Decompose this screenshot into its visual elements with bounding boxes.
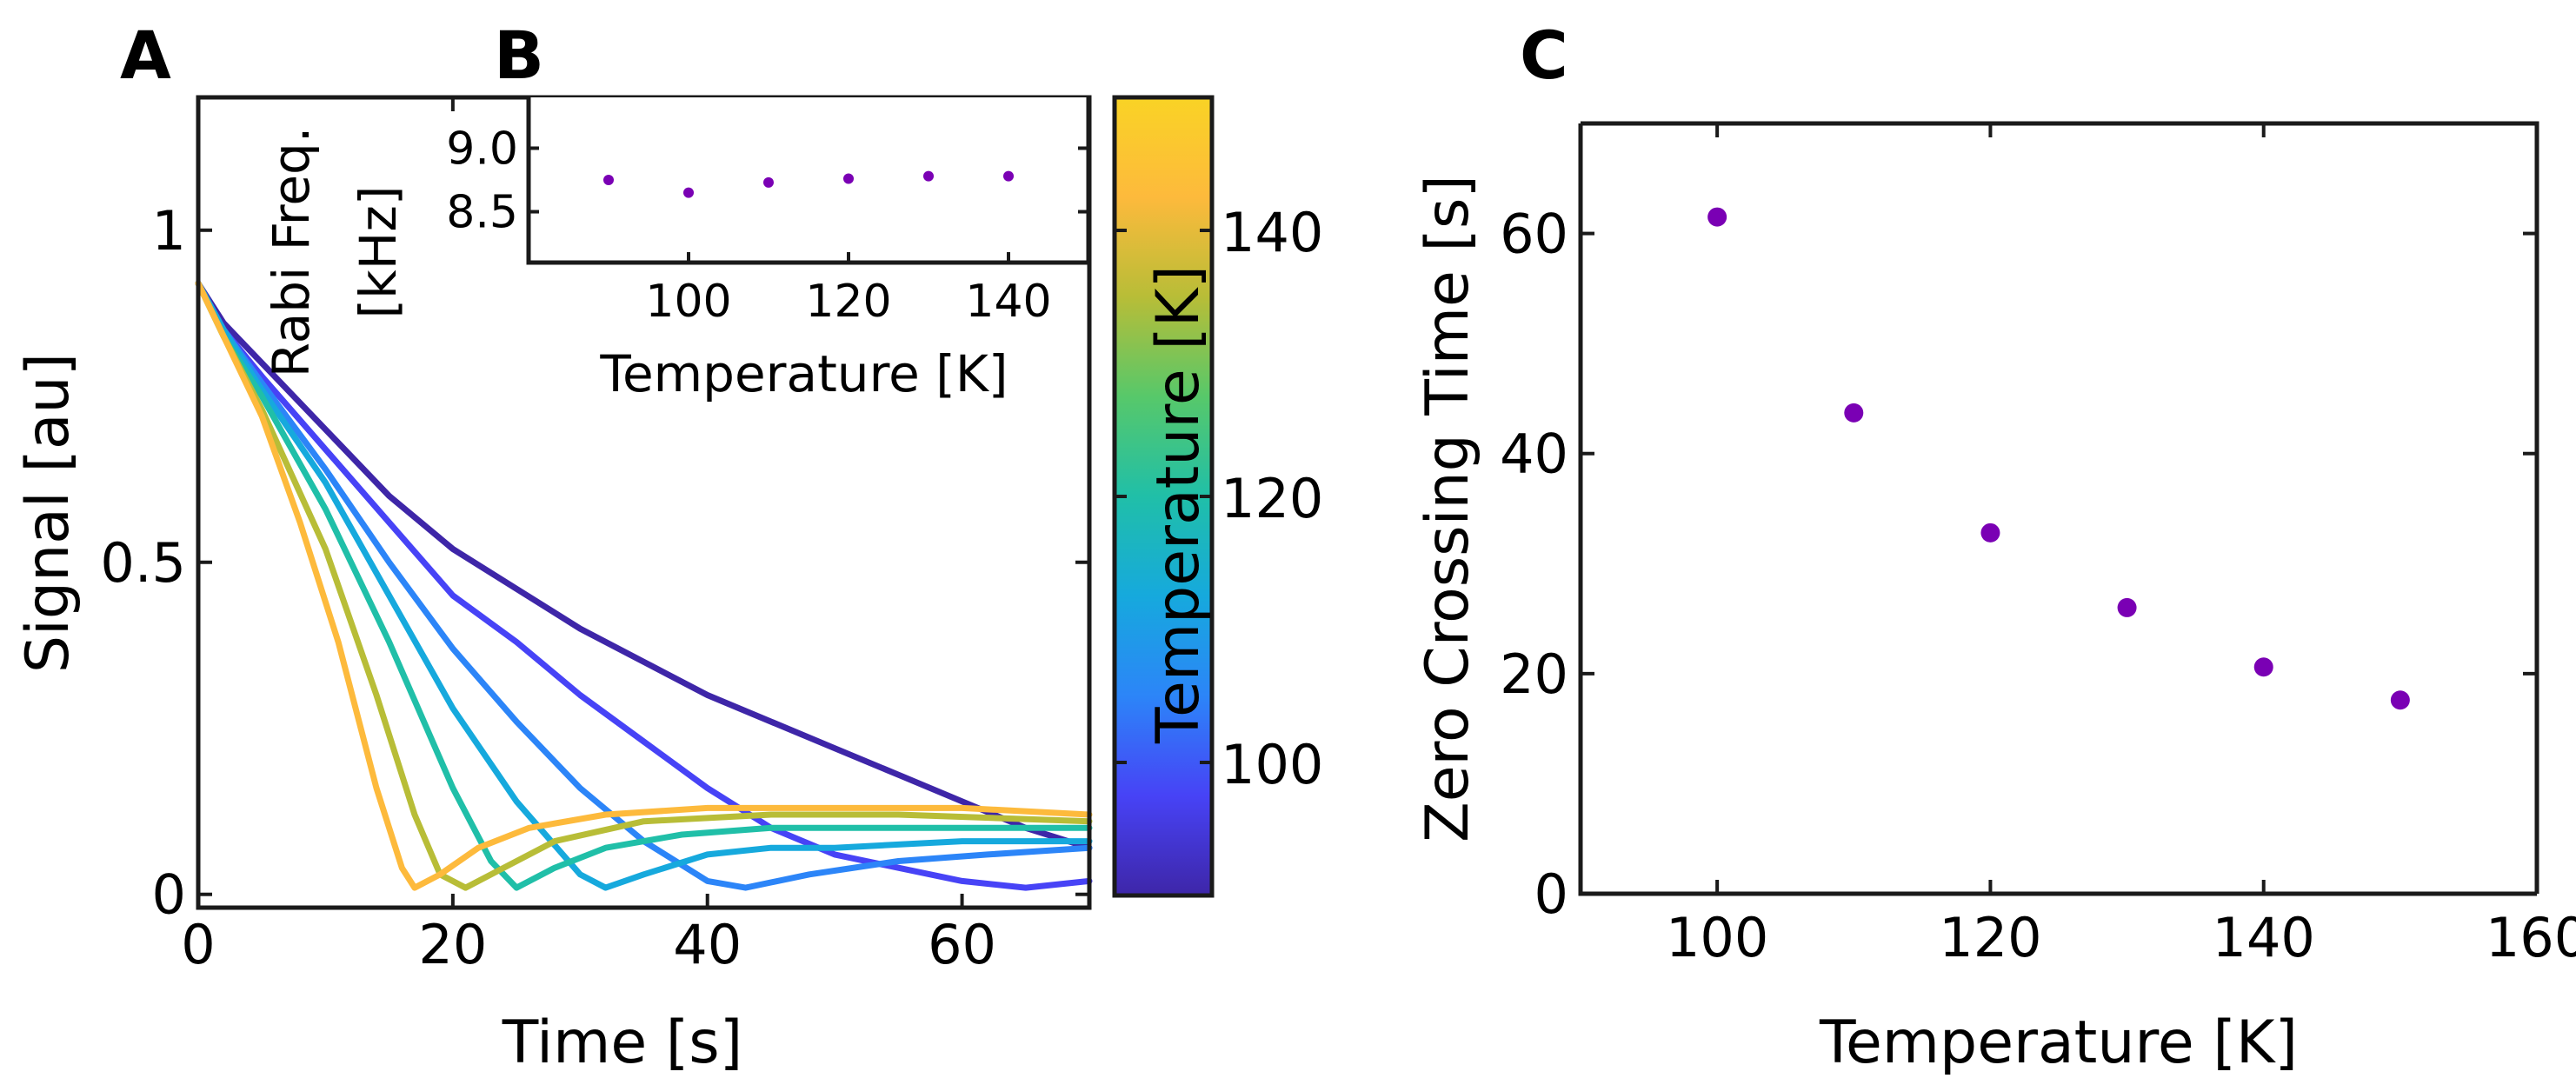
panel-a-xtick-label: 40	[673, 913, 742, 976]
panel-c-point	[1980, 523, 2000, 542]
panel-b-ytick-label: 9.0	[446, 123, 518, 175]
panel-c-point	[1707, 207, 1727, 227]
panel-a-xtick-label: 60	[928, 913, 996, 976]
panel-a-series-line-1	[195, 280, 1093, 891]
panel-c-axes	[1578, 121, 2539, 896]
panel-b-point	[763, 176, 774, 188]
panel-label-b: B	[494, 17, 544, 94]
panel-b-point	[923, 170, 934, 182]
panel-b-ytick-label: 8.5	[446, 187, 518, 239]
panel-a-series-line-5	[195, 280, 1093, 891]
panel-b-ylabel-line1: Rabi Freq.	[262, 127, 321, 378]
panel-c: 100 120 140 160 0 20 40 60 Temperature [K] Zero…	[1414, 121, 2576, 1077]
panel-c-ytick-label: 40	[1500, 423, 1568, 486]
panel-b-point	[603, 175, 614, 185]
panel-c-ticks: 100 120 140 160 0 20 40 60	[1500, 123, 2576, 969]
panel-a-series-line-3	[195, 280, 1093, 891]
colorbar-tick-label: 100	[1221, 733, 1323, 796]
panel-b-xlabel: Temperature [K]	[599, 344, 1008, 403]
panel-b-points	[603, 170, 1014, 198]
panel-a-xtick-label: 20	[418, 913, 487, 976]
panel-a-lines	[195, 280, 1093, 891]
panel-a-ticks: 0 20 40 60 0 0.5 1	[100, 97, 1089, 976]
panel-b-xtick-label: 140	[965, 276, 1051, 328]
panel-label-c: C	[1520, 17, 1568, 94]
panel-c-point	[2253, 657, 2273, 677]
panel-b-ylabel-line2: [kHz]	[349, 186, 408, 319]
panel-a-xlabel: Time [s]	[502, 1008, 743, 1077]
panel-c-xtick-label: 160	[2486, 906, 2576, 969]
panel-c-ytick-label: 0	[1534, 862, 1568, 926]
colorbar-ticks: 100 120 140	[1115, 201, 1323, 796]
panel-a-ytick-label: 0.5	[100, 531, 186, 595]
panel-a: 0 20 40 60 0 0.5 1 Time [s] Signal [au]	[14, 95, 1093, 1077]
panel-c-point	[2390, 690, 2410, 710]
panel-a-xtick-label: 0	[181, 913, 215, 976]
panel-b-background	[529, 97, 1088, 263]
panel-a-series-line-4	[195, 280, 1093, 891]
panel-c-ytick-label: 60	[1500, 203, 1568, 266]
panel-c-xtick-label: 120	[1939, 906, 2041, 969]
panel-a-ytick-label: 1	[152, 199, 186, 263]
panel-c-points	[1707, 207, 2410, 710]
panel-b-xtick-label: 120	[805, 276, 891, 328]
panel-b-point	[1003, 170, 1014, 182]
panel-c-point	[2117, 597, 2137, 617]
colorbar-tick-label: 140	[1221, 201, 1323, 264]
panel-b-axes	[526, 97, 1091, 265]
panel-b-point	[843, 173, 854, 184]
panel-b: 100 120 140 8.5 9.0 Temperature [K] Rabi Fre…	[262, 97, 1091, 403]
panel-a-ylabel: Signal [au]	[14, 353, 83, 673]
panel-c-ytick-label: 20	[1500, 642, 1568, 706]
colorbar: 100 120 140 Temperature [K]	[1112, 95, 1323, 898]
panel-b-point	[683, 187, 694, 198]
panel-b-ticks: 100 120 140 8.5 9.0	[446, 123, 1088, 328]
panel-c-xtick-label: 140	[2213, 906, 2315, 969]
panel-label-a: A	[120, 17, 171, 94]
colorbar-tick-label: 120	[1221, 467, 1323, 530]
panel-a-series-line-0	[195, 280, 1093, 851]
colorbar-label: Temperature [K]	[1144, 265, 1213, 744]
panel-c-xlabel: Temperature [K]	[1819, 1008, 2298, 1077]
panel-b-xtick-label: 100	[645, 276, 731, 328]
panel-a-series-line-2	[195, 280, 1093, 891]
panel-c-ylabel: Zero Crossing Time [s]	[1414, 175, 1482, 842]
panel-c-xtick-label: 100	[1666, 906, 1768, 969]
panel-a-ytick-label: 0	[152, 863, 186, 927]
panel-c-point	[1844, 403, 1864, 423]
panel-a-series-line-6	[195, 280, 1093, 891]
